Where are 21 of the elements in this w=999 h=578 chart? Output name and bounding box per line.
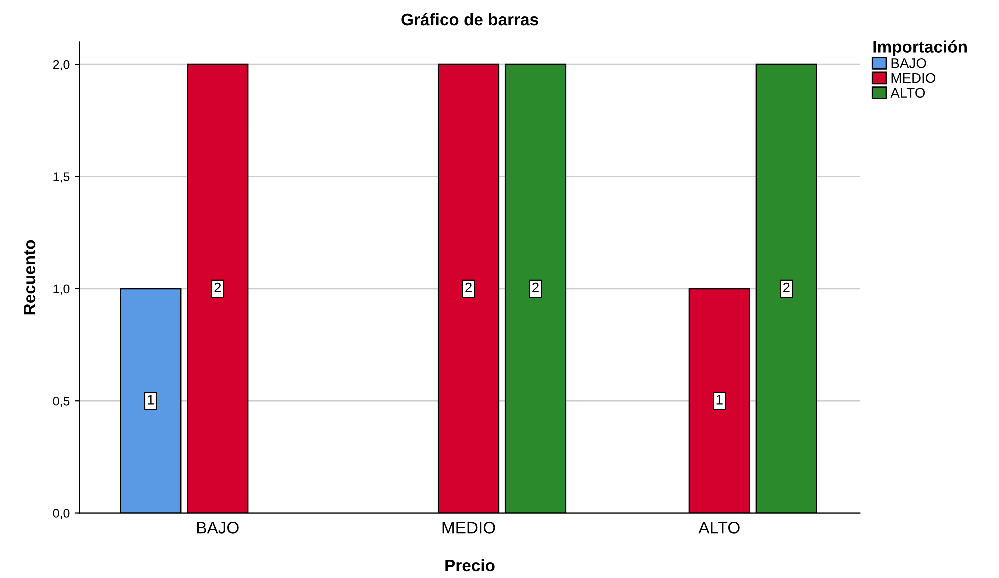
x-tick-label: MEDIO [442,522,496,534]
data-label: 2 [214,282,222,293]
legend-label: BAJO [892,58,926,68]
x-tick-label: BAJO [198,522,239,534]
x-tick-label: ALTO [698,522,740,534]
legend-label: MEDIO [892,73,936,84]
data-label: 2 [466,282,472,293]
data-label: 1 [716,395,723,405]
x-axis-title: Precio [446,559,495,572]
y-tick-label: 0,5 [53,396,70,408]
legend-title: Importación [874,40,967,56]
y-tick-label: 2,0 [53,60,70,71]
y-tick-label: 1,5 [54,172,70,183]
legend-label: ALTO [890,88,926,98]
y-tick-label: 0,0 [53,509,70,520]
y-axis-title: Recuento [24,240,36,315]
y-tick-label: 1,0 [54,284,70,296]
data-label: 2 [532,282,539,293]
chart-title: Gráfico de barras [402,13,538,26]
data-label: 2 [783,282,790,293]
data-label: 1 [148,395,154,405]
